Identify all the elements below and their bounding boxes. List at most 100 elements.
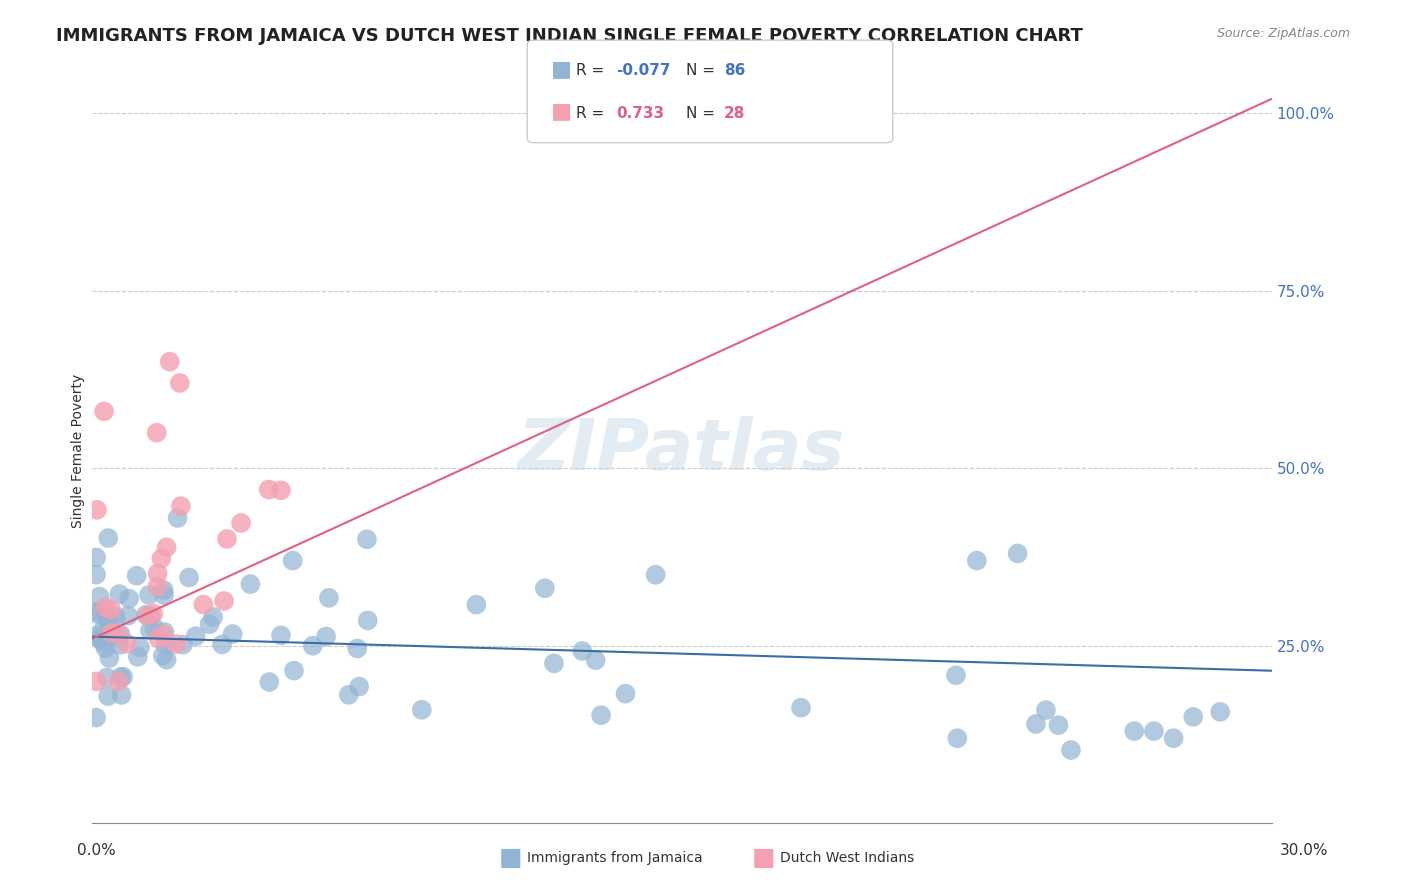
- Point: [98, 615, 121, 630]
- Point: [89, 632, 111, 647]
- Point: [257, 483, 280, 497]
- Text: ZIPatlas: ZIPatlas: [519, 416, 846, 485]
- Point: [118, 591, 141, 606]
- Point: [172, 638, 194, 652]
- Point: [221, 627, 243, 641]
- Text: Dutch West Indians: Dutch West Indians: [780, 851, 914, 865]
- Point: [591, 708, 613, 723]
- Text: N =: N =: [686, 106, 720, 120]
- Y-axis label: Single Female Poverty: Single Female Poverty: [72, 374, 86, 527]
- Point: [270, 483, 292, 498]
- Point: [127, 649, 149, 664]
- Point: [239, 577, 262, 591]
- Point: [110, 688, 132, 702]
- Point: [212, 594, 235, 608]
- Point: [94, 606, 117, 620]
- Point: [97, 615, 120, 630]
- Point: [146, 579, 169, 593]
- Point: [97, 689, 120, 703]
- Point: [946, 731, 969, 746]
- Point: [152, 648, 174, 663]
- Point: [1143, 724, 1166, 739]
- Point: [571, 644, 593, 658]
- Point: [790, 700, 813, 714]
- Point: [357, 614, 380, 628]
- Point: [170, 499, 193, 513]
- Point: [1123, 724, 1146, 739]
- Point: [153, 583, 176, 598]
- Point: [198, 617, 221, 632]
- Point: [411, 703, 433, 717]
- Point: [318, 591, 340, 605]
- Point: [139, 609, 162, 624]
- Point: [84, 710, 107, 724]
- Text: ■: ■: [499, 847, 523, 870]
- Point: [94, 600, 117, 615]
- Point: [98, 651, 121, 665]
- Point: [100, 629, 122, 643]
- Point: [270, 628, 292, 642]
- Text: -0.077: -0.077: [616, 63, 671, 78]
- Point: [138, 588, 160, 602]
- Point: [155, 541, 177, 555]
- Point: [337, 688, 360, 702]
- Point: [215, 532, 238, 546]
- Point: [93, 636, 115, 650]
- Point: [1007, 546, 1029, 560]
- Point: [315, 630, 337, 644]
- Text: 28: 28: [724, 106, 745, 120]
- Point: [347, 680, 370, 694]
- Text: R =: R =: [576, 63, 610, 78]
- Text: ■: ■: [551, 102, 572, 121]
- Point: [153, 588, 176, 602]
- Point: [152, 627, 174, 641]
- Point: [129, 640, 152, 655]
- Point: [1060, 743, 1083, 757]
- Point: [96, 670, 118, 684]
- Text: R =: R =: [576, 106, 610, 120]
- Text: N =: N =: [686, 63, 720, 78]
- Point: [1182, 710, 1205, 724]
- Point: [125, 568, 148, 582]
- Point: [534, 581, 557, 595]
- Point: [94, 641, 117, 656]
- Point: [1047, 718, 1070, 732]
- Point: [945, 668, 967, 682]
- Point: [193, 598, 215, 612]
- Point: [156, 653, 179, 667]
- Point: [93, 404, 115, 418]
- Point: [142, 607, 165, 621]
- Point: [150, 551, 173, 566]
- Point: [283, 664, 305, 678]
- Point: [86, 607, 108, 621]
- Point: [465, 598, 488, 612]
- Point: [966, 553, 988, 567]
- Text: 86: 86: [724, 63, 745, 78]
- Point: [100, 626, 122, 640]
- Point: [86, 605, 108, 619]
- Text: ■: ■: [551, 59, 572, 78]
- Point: [117, 608, 139, 623]
- Point: [84, 550, 107, 565]
- Point: [169, 376, 191, 390]
- Point: [644, 567, 666, 582]
- Point: [1035, 703, 1057, 717]
- Point: [97, 531, 120, 545]
- Point: [100, 603, 122, 617]
- Point: [166, 511, 188, 525]
- Point: [84, 567, 107, 582]
- Point: [543, 657, 565, 671]
- Point: [112, 670, 135, 684]
- Point: [139, 624, 162, 638]
- Point: [1209, 705, 1232, 719]
- Point: [89, 590, 111, 604]
- Point: [301, 639, 323, 653]
- Point: [91, 624, 114, 638]
- Text: 0.733: 0.733: [616, 106, 664, 120]
- Point: [346, 641, 368, 656]
- Point: [155, 638, 177, 652]
- Point: [115, 637, 138, 651]
- Point: [211, 637, 233, 651]
- Point: [177, 570, 200, 584]
- Text: IMMIGRANTS FROM JAMAICA VS DUTCH WEST INDIAN SINGLE FEMALE POVERTY CORRELATION C: IMMIGRANTS FROM JAMAICA VS DUTCH WEST IN…: [56, 27, 1083, 45]
